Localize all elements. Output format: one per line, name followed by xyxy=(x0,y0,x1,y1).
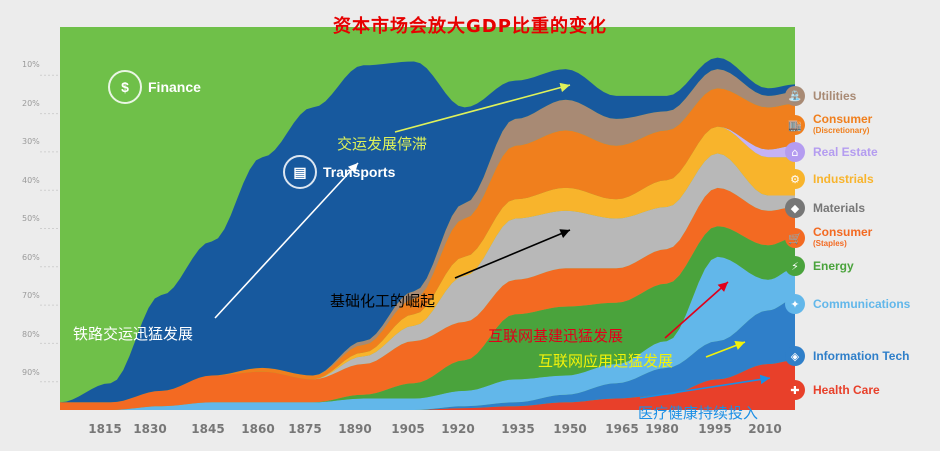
legend-sublabel: (Discretionary) xyxy=(813,126,870,135)
legend-label: Industrials xyxy=(813,172,874,186)
legend-item: ⌂ Real Estate xyxy=(785,139,878,165)
legend-label: Communications xyxy=(813,297,911,311)
annotation-transport-stagnation: 交运发展停滞 xyxy=(337,135,428,153)
moneybag-icon: $ xyxy=(108,70,142,104)
legend-text: Communications xyxy=(813,298,910,310)
legend-label: Utilities xyxy=(813,89,857,103)
x-tick-label: 1980 xyxy=(645,422,679,436)
area-energy xyxy=(60,226,795,410)
legend-text: Industrials xyxy=(813,173,874,185)
legend-item: ✚ Health Care xyxy=(785,377,880,403)
shop-icon: 🏬 xyxy=(785,115,805,135)
y-tick-label: 80% xyxy=(22,329,40,339)
annotation-internet-infra: 互联网基建迅猛发展 xyxy=(488,327,624,345)
finance-label-text: Finance xyxy=(148,79,201,95)
legend-item: ⚙ Industrials xyxy=(785,166,874,192)
x-tick-label: 1830 xyxy=(133,422,167,436)
y-tick-label: 70% xyxy=(22,291,40,300)
legend-item: ◈ Information Tech xyxy=(785,343,909,369)
x-tick-label: 1965 xyxy=(605,422,639,436)
cart-icon: 🛒 xyxy=(785,228,805,248)
x-tick-label: 1815 xyxy=(88,422,122,436)
y-tick-label: 50% xyxy=(22,214,40,223)
area-consumer-staples xyxy=(60,187,795,410)
area-health-care xyxy=(60,360,795,410)
x-tick-label: 2010 xyxy=(748,422,782,436)
x-tick-label: 1905 xyxy=(391,422,425,436)
legend-text: Consumer (Staples) xyxy=(813,226,872,250)
legend-text: Consumer (Discretionary) xyxy=(813,113,872,137)
x-tick-label: 1950 xyxy=(553,422,587,436)
legend-item: 🏬 Consumer (Discretionary) xyxy=(785,112,872,138)
area-transports xyxy=(60,57,795,403)
legend-text: Materials xyxy=(813,202,865,214)
legend-text: Information Tech xyxy=(813,350,909,362)
area-communications xyxy=(60,256,795,410)
annotation-arrow xyxy=(454,229,571,279)
x-tick-label: 1875 xyxy=(288,422,322,436)
house-icon: ⌂ xyxy=(785,142,805,162)
annotation-arrow xyxy=(705,340,746,358)
bolt-icon: ⚡ xyxy=(785,256,805,276)
annotation-railway: 铁路交运迅猛发展 xyxy=(73,325,194,343)
y-tick-label: 40% xyxy=(22,175,40,185)
annotation-arrow xyxy=(214,162,359,319)
legend-label: Energy xyxy=(813,259,854,273)
annotation-arrow xyxy=(664,281,729,339)
legend-item: ✦ Communications xyxy=(785,291,910,317)
annotation-internet-apps: 互联网应用迅猛发展 xyxy=(538,352,674,370)
x-tick-label: 1890 xyxy=(338,422,372,436)
legend-item: ⛲ Utilities xyxy=(785,83,856,109)
chip-icon: ◈ xyxy=(785,346,805,366)
legend-label: Consumer xyxy=(813,225,873,239)
legend-text: Energy xyxy=(813,260,854,272)
diamond-icon: ◆ xyxy=(785,198,805,218)
legend-sublabel: (Staples) xyxy=(813,239,847,248)
legend-label: Materials xyxy=(813,201,866,215)
chart-title: 资本市场会放大GDP比重的变化 xyxy=(333,16,607,37)
faucet-icon: ⛲ xyxy=(785,86,805,106)
legend-label: Real Estate xyxy=(813,145,878,159)
x-tick-label: 1860 xyxy=(241,422,275,436)
y-tick-label: 90% xyxy=(22,368,40,377)
area-industrials xyxy=(60,126,795,403)
legend-text: Health Care xyxy=(813,384,880,396)
legend-item: ⚡ Energy xyxy=(785,253,854,279)
train-icon: ▤ xyxy=(283,155,317,189)
annotation-healthcare: 医疗健康持续投入 xyxy=(638,404,759,422)
y-tick-label: 60% xyxy=(22,252,40,262)
legend-item: 🛒 Consumer (Staples) xyxy=(785,225,872,251)
y-tick-label: 10% xyxy=(22,60,40,69)
legend-label: Information Tech xyxy=(813,349,910,363)
x-tick-label: 1845 xyxy=(191,422,225,436)
satellite-icon: ✦ xyxy=(785,294,805,314)
legend-text: Real Estate xyxy=(813,146,878,158)
area-consumer-discretionary xyxy=(60,88,795,403)
cross-icon: ✚ xyxy=(785,380,805,400)
y-tick-label: 30% xyxy=(22,137,40,146)
finance-label: $ Finance xyxy=(108,70,201,104)
x-tick-label: 1995 xyxy=(698,422,732,436)
transports-label: ▤ Transports xyxy=(283,155,395,189)
annotation-arrow xyxy=(639,374,771,399)
annotation-chemicals: 基础化工的崛起 xyxy=(330,292,436,310)
factory-icon: ⚙ xyxy=(785,169,805,189)
area-materials xyxy=(60,153,795,403)
annotation-arrow xyxy=(394,82,571,133)
transports-label-text: Transports xyxy=(323,164,396,180)
legend-text: Utilities xyxy=(813,90,856,102)
y-tick-label: 20% xyxy=(22,98,40,108)
legend-item: ◆ Materials xyxy=(785,195,865,221)
x-tick-label: 1920 xyxy=(441,422,475,436)
legend-label: Health Care xyxy=(813,383,880,397)
x-tick-label: 1935 xyxy=(501,422,535,436)
legend-label: Consumer xyxy=(813,112,873,126)
